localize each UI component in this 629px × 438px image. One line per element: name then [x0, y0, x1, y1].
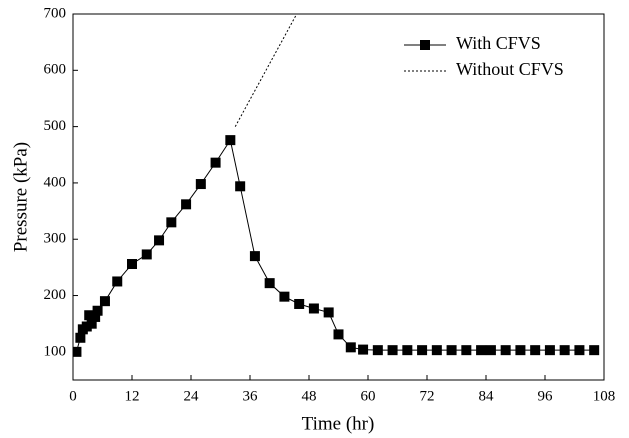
series-line [234, 14, 298, 127]
marker [358, 344, 369, 355]
marker [333, 329, 344, 340]
marker [323, 307, 334, 318]
x-tick-label: 108 [593, 388, 616, 404]
marker [279, 291, 290, 302]
x-tick-label: 96 [538, 388, 554, 404]
marker [515, 345, 526, 356]
marker [500, 345, 511, 356]
marker [86, 318, 97, 329]
plot-area [73, 14, 600, 357]
y-tick-label: 200 [44, 287, 67, 303]
marker [75, 332, 86, 343]
marker [559, 345, 570, 356]
marker [402, 345, 413, 356]
x-tick-label: 72 [420, 388, 435, 404]
marker [92, 305, 103, 316]
legend-marker [420, 40, 430, 50]
marker [127, 259, 137, 270]
x-tick-label: 60 [361, 388, 376, 404]
y-tick-label: 400 [44, 174, 67, 190]
marker [112, 276, 123, 287]
marker [181, 199, 192, 210]
x-tick-label: 0 [69, 388, 77, 404]
y-axis-title: Pressure (kPa) [10, 142, 31, 252]
marker [476, 345, 487, 356]
marker [345, 342, 356, 353]
marker [417, 345, 428, 356]
marker [446, 345, 457, 356]
marker [90, 311, 101, 322]
marker [294, 298, 305, 309]
marker [387, 345, 398, 356]
x-tick-label: 12 [125, 388, 140, 404]
x-axis-title: Time (hr) [302, 413, 375, 434]
legend-label: Without CFVS [456, 59, 564, 79]
marker [195, 179, 206, 190]
x-tick-label: 84 [479, 388, 495, 404]
marker [154, 235, 165, 246]
marker [210, 157, 221, 168]
marker [99, 296, 110, 307]
marker [235, 181, 246, 192]
marker [84, 310, 95, 321]
y-tick-label: 300 [44, 231, 67, 247]
marker [574, 345, 585, 356]
y-tick-label: 700 [44, 5, 67, 21]
x-tick-label: 36 [243, 388, 259, 404]
marker [166, 217, 177, 228]
y-tick-label: 600 [44, 62, 67, 78]
marker [485, 345, 496, 356]
series-line [75, 138, 595, 352]
marker [431, 345, 442, 356]
y-tick-label: 500 [44, 118, 67, 134]
marker [372, 345, 383, 356]
x-tick-label: 24 [184, 388, 200, 404]
marker [530, 345, 541, 356]
marker [225, 135, 236, 146]
marker [73, 346, 82, 357]
legend-label: With CFVS [456, 33, 541, 53]
y-tick-label: 100 [44, 343, 67, 359]
marker [264, 278, 275, 289]
marker [461, 345, 472, 356]
marker [141, 249, 152, 260]
marker [308, 303, 319, 314]
marker [249, 251, 260, 262]
marker [544, 345, 555, 356]
x-tick-label: 48 [302, 388, 317, 404]
plot-frame [72, 13, 605, 381]
marker [589, 345, 600, 356]
